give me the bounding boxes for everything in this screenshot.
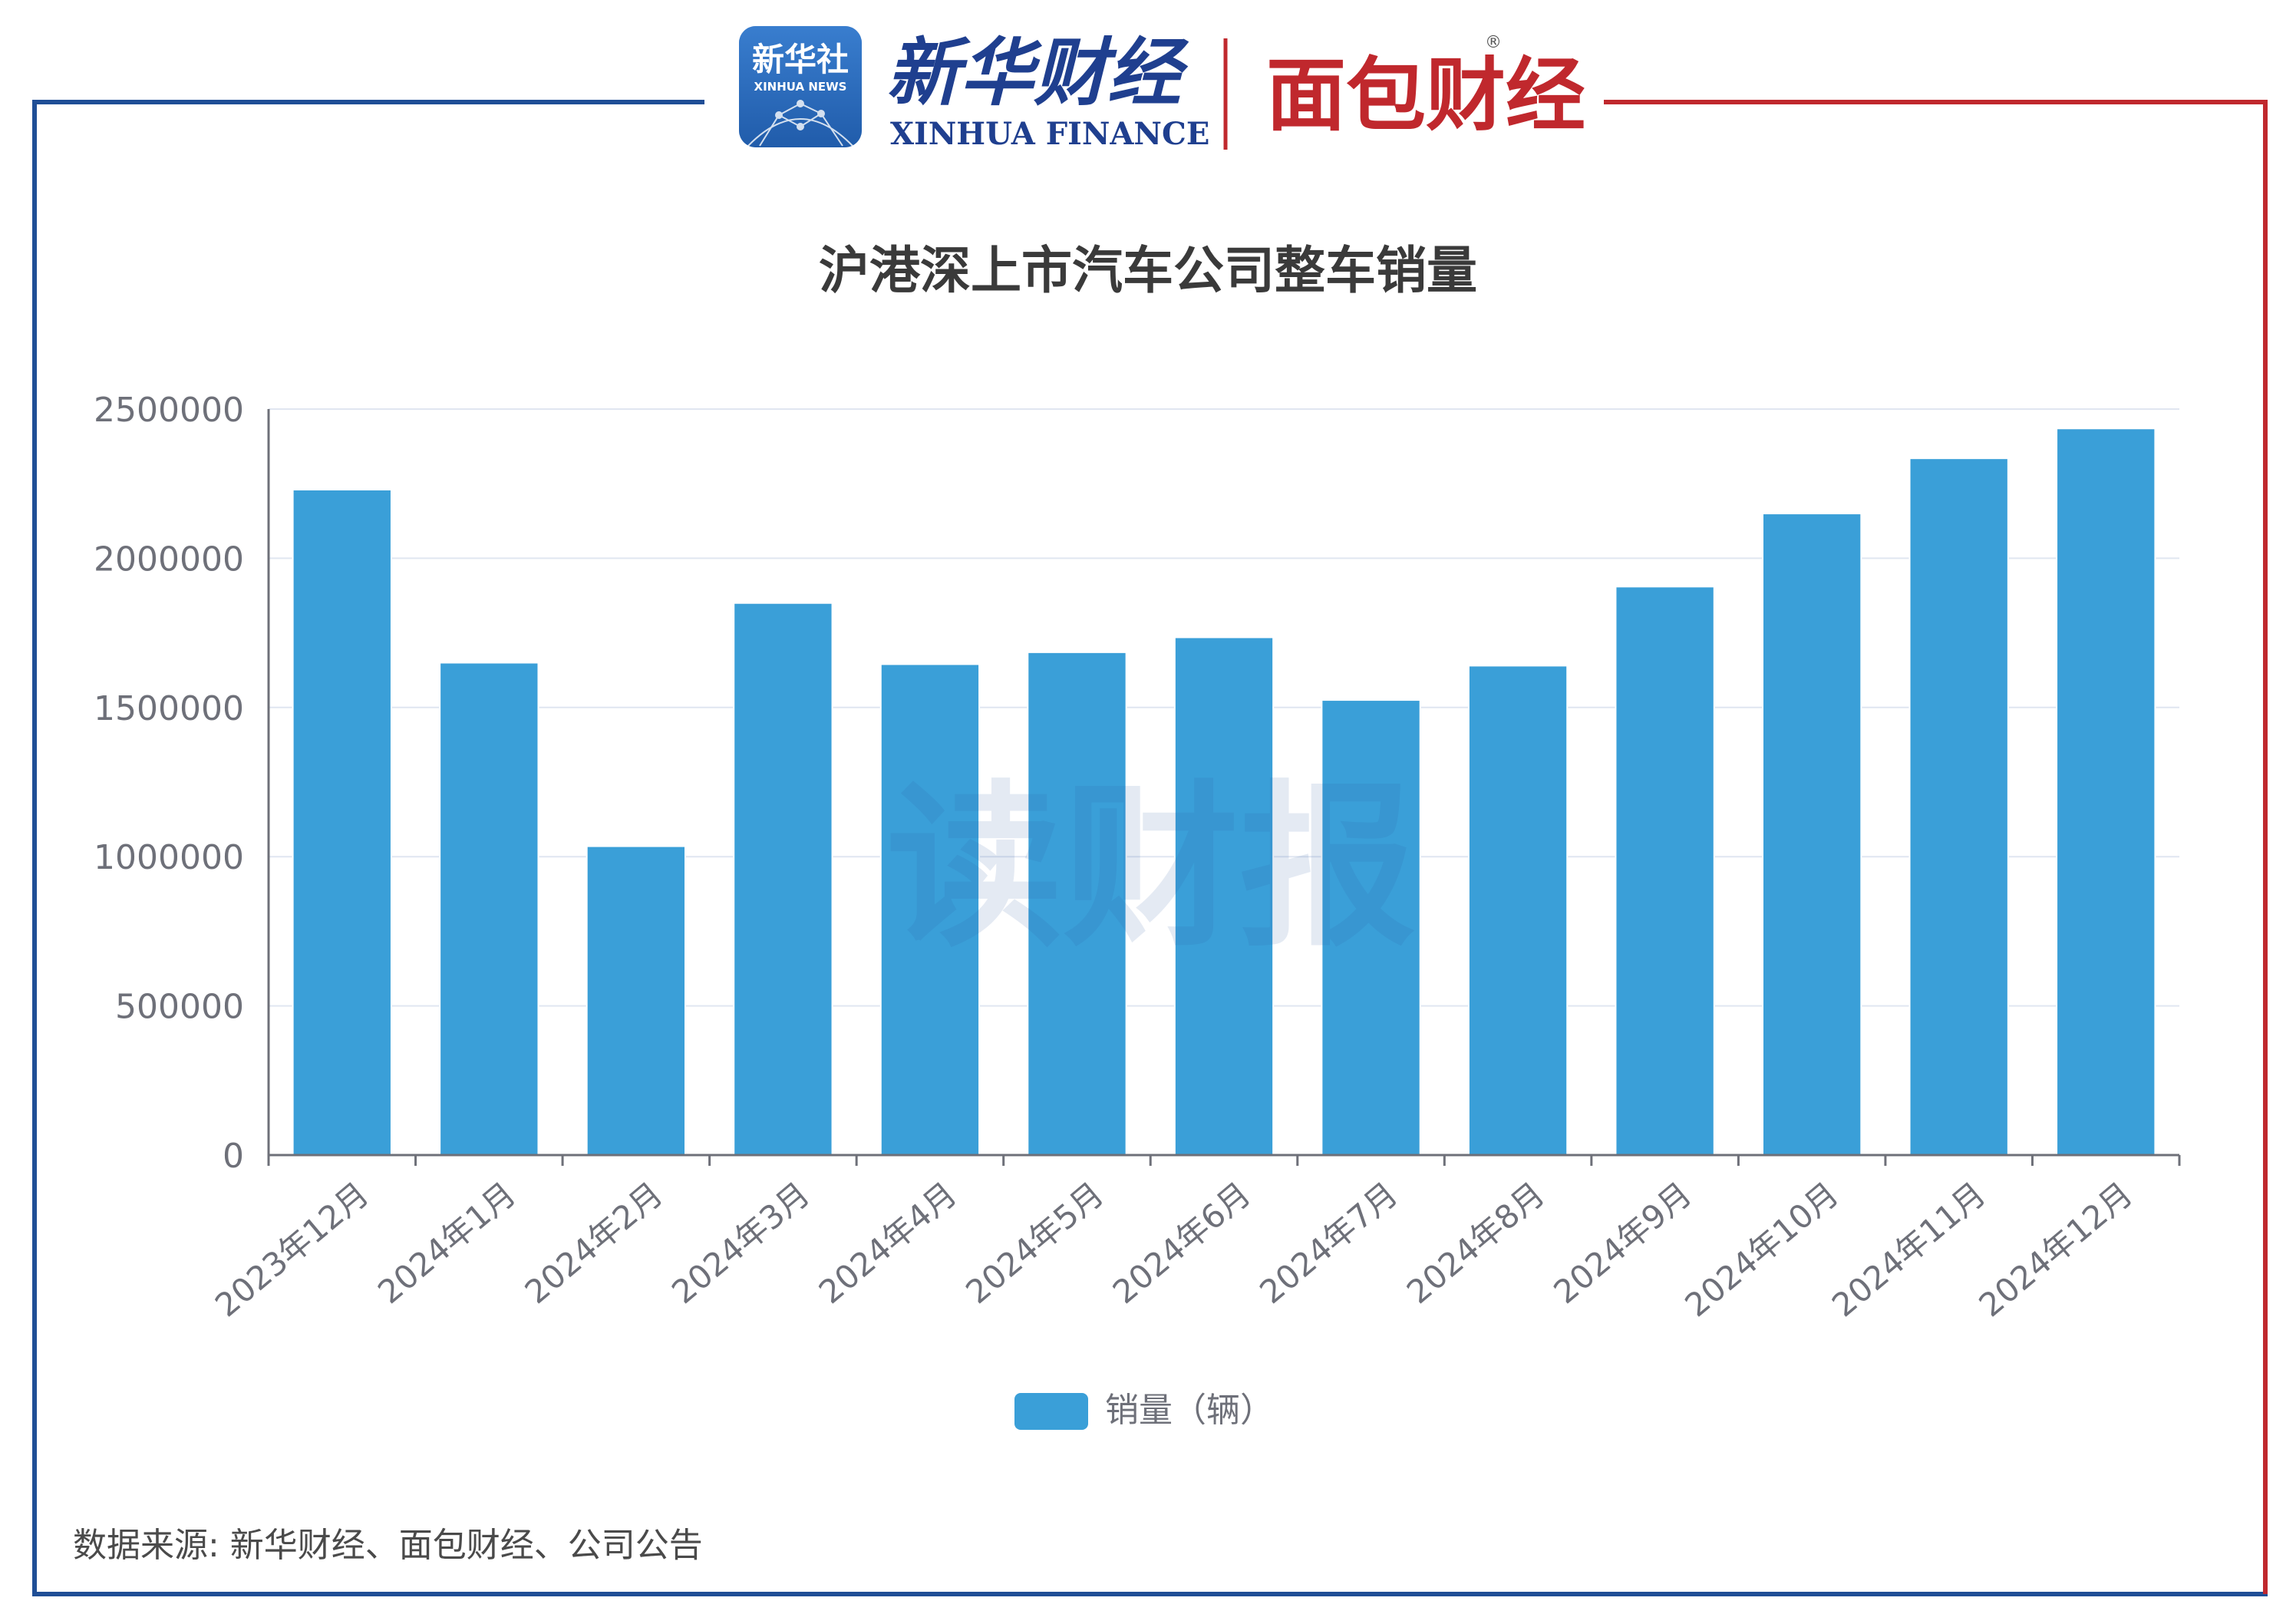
- x-tick-label: 2024年6月: [1106, 1175, 1258, 1311]
- x-tick-label: 2024年9月: [1546, 1175, 1698, 1311]
- bars: [292, 427, 2156, 1157]
- x-tick-label: 2023年12月: [208, 1175, 376, 1325]
- globe-network-icon: [747, 100, 853, 147]
- bar[interactable]: [1908, 457, 2009, 1156]
- x-tick-label: 2024年7月: [1252, 1175, 1404, 1311]
- bar[interactable]: [733, 602, 833, 1156]
- bar[interactable]: [439, 662, 539, 1156]
- legend[interactable]: 销量（辆）: [1014, 1391, 1274, 1430]
- y-tick-label: 500000: [115, 988, 244, 1027]
- x-tick-label: 2024年11月: [1825, 1175, 1993, 1325]
- partner-logo: 面包财经: [1266, 48, 1585, 142]
- y-tick-label: 1500000: [94, 689, 244, 728]
- bar[interactable]: [2056, 427, 2156, 1156]
- x-tick-label: 2024年8月: [1400, 1175, 1552, 1311]
- registered-mark: ®: [1485, 33, 1502, 52]
- x-tick-label: 2024年1月: [371, 1175, 523, 1311]
- x-tick-label: 2024年10月: [1678, 1175, 1846, 1325]
- chart-title: 沪港深上市汽车公司整车销量: [819, 241, 1477, 300]
- x-tick-label: 2024年5月: [958, 1175, 1110, 1311]
- y-tick-label: 0: [223, 1137, 244, 1176]
- y-tick-label: 1000000: [94, 838, 244, 877]
- frame: [32, 100, 2268, 1596]
- y-axis-ticks: 0 500000 1000000 1500000 2000000 2500000: [94, 391, 244, 1176]
- legend-label[interactable]: 销量（辆）: [1105, 1391, 1274, 1430]
- watermark: 读财报: [886, 766, 1416, 971]
- header: 新华社 XINHUA NEWS 新华财经 XINHUA FINANCE 面包财经…: [739, 26, 1585, 152]
- bar[interactable]: [1615, 586, 1715, 1156]
- y-tick-label: 2500000: [94, 391, 244, 430]
- brand-en: XINHUA FINANCE: [890, 116, 1209, 152]
- x-tick-label: 2024年4月: [812, 1175, 964, 1311]
- bar[interactable]: [1173, 636, 1275, 1156]
- bar[interactable]: [292, 488, 392, 1156]
- bar[interactable]: [1321, 699, 1421, 1156]
- xinhua-news-logo: 新华社 XINHUA NEWS: [739, 26, 862, 147]
- brand-cn: 新华财经: [886, 29, 1189, 116]
- x-tick-label: 2024年2月: [518, 1175, 670, 1311]
- bar[interactable]: [586, 845, 687, 1157]
- bar[interactable]: [1467, 665, 1569, 1156]
- source-note: 数据来源: 新华财经、面包财经、公司公告: [73, 1526, 703, 1565]
- badge-cn: 新华社: [752, 41, 849, 78]
- bar[interactable]: [1027, 651, 1127, 1156]
- bar[interactable]: [1761, 513, 1862, 1156]
- x-axis-ticks: 2023年12月2024年1月2024年2月2024年3月2024年4月2024…: [208, 1175, 2139, 1325]
- x-tick-label: 2024年12月: [1972, 1175, 2140, 1325]
- x-axis: [267, 409, 2181, 1166]
- badge-en: XINHUA NEWS: [754, 80, 847, 94]
- x-tick-label: 2024年3月: [665, 1175, 816, 1311]
- bar[interactable]: [879, 663, 981, 1156]
- y-tick-label: 2000000: [94, 540, 244, 579]
- legend-swatch[interactable]: [1014, 1393, 1088, 1430]
